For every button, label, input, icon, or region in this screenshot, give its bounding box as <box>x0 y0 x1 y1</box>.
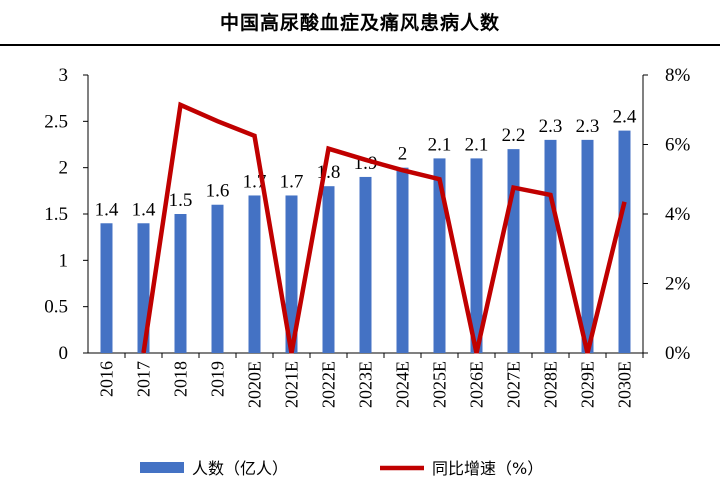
right-tick-label: 2% <box>665 274 691 295</box>
legend-line-label: 同比增速（%） <box>432 459 543 478</box>
bar-2016 <box>100 223 113 353</box>
bar-label: 2.1 <box>465 134 489 155</box>
bar-label: 2.4 <box>613 107 637 128</box>
x-tick-label: 2025E <box>430 361 450 408</box>
chart-title: 中国高尿酸血症及痛风患病人数 <box>219 12 500 34</box>
x-tick-label: 2017 <box>134 361 154 397</box>
x-tick-label: 2019 <box>208 361 228 397</box>
left-tick-label: 2.5 <box>44 111 68 132</box>
bar-label: 2.3 <box>576 116 600 137</box>
bar-label: 1.4 <box>132 199 156 220</box>
x-tick-label: 2029E <box>578 361 598 408</box>
right-tick-label: 4% <box>665 204 691 225</box>
x-tick-label: 2021E <box>282 361 302 408</box>
bar-2029E <box>581 139 594 353</box>
bar-2023E <box>359 176 372 353</box>
x-tick-label: 2024E <box>393 361 413 408</box>
x-tick-label: 2016 <box>97 361 117 397</box>
bar-label: 1.5 <box>169 190 193 211</box>
right-tick-label: 8% <box>665 65 691 86</box>
left-tick-label: 0.5 <box>44 297 68 318</box>
bar-2025E <box>433 158 446 353</box>
x-tick-label: 2020E <box>245 361 265 408</box>
bar-label: 1.4 <box>95 199 119 220</box>
x-tick-label: 2022E <box>319 361 339 408</box>
bar-label: 1.6 <box>206 181 230 202</box>
bar-2021E <box>285 195 298 353</box>
x-tick-label: 2026E <box>467 361 487 408</box>
left-tick-label: 1 <box>59 250 69 271</box>
bar-2020E <box>248 195 261 353</box>
right-tick-label: 0% <box>665 343 691 364</box>
left-tick-label: 0 <box>59 343 69 364</box>
bar-2027E <box>507 149 520 353</box>
x-tick-label: 2030E <box>615 361 635 408</box>
title-rule <box>0 44 720 46</box>
left-tick-label: 3 <box>59 65 69 86</box>
bar-2024E <box>396 167 409 353</box>
left-tick-label: 2 <box>59 158 69 179</box>
bar-label: 2.3 <box>539 116 563 137</box>
legend-bar-swatch <box>140 462 184 473</box>
bar-2018 <box>174 214 187 353</box>
bar-2022E <box>322 186 335 353</box>
bar-2030E <box>618 130 631 353</box>
x-tick-label: 2027E <box>504 361 524 408</box>
growth-line <box>141 101 627 354</box>
x-tick-label: 2028E <box>541 361 561 408</box>
bar-label: 2 <box>398 144 408 165</box>
left-tick-label: 1.5 <box>44 204 68 225</box>
bar-label: 1.8 <box>317 162 341 183</box>
bar-2028E <box>544 139 557 353</box>
bar-2026E <box>470 158 483 353</box>
right-tick-label: 6% <box>665 135 691 156</box>
x-tick-label: 2018 <box>171 361 191 397</box>
bar-label: 2.1 <box>428 134 452 155</box>
bar-label: 1.7 <box>280 171 304 192</box>
legend-bar-label: 人数（亿人） <box>192 459 288 478</box>
bar-label: 2.2 <box>502 125 526 146</box>
bar-2019 <box>211 204 224 353</box>
x-tick-label: 2023E <box>356 361 376 408</box>
